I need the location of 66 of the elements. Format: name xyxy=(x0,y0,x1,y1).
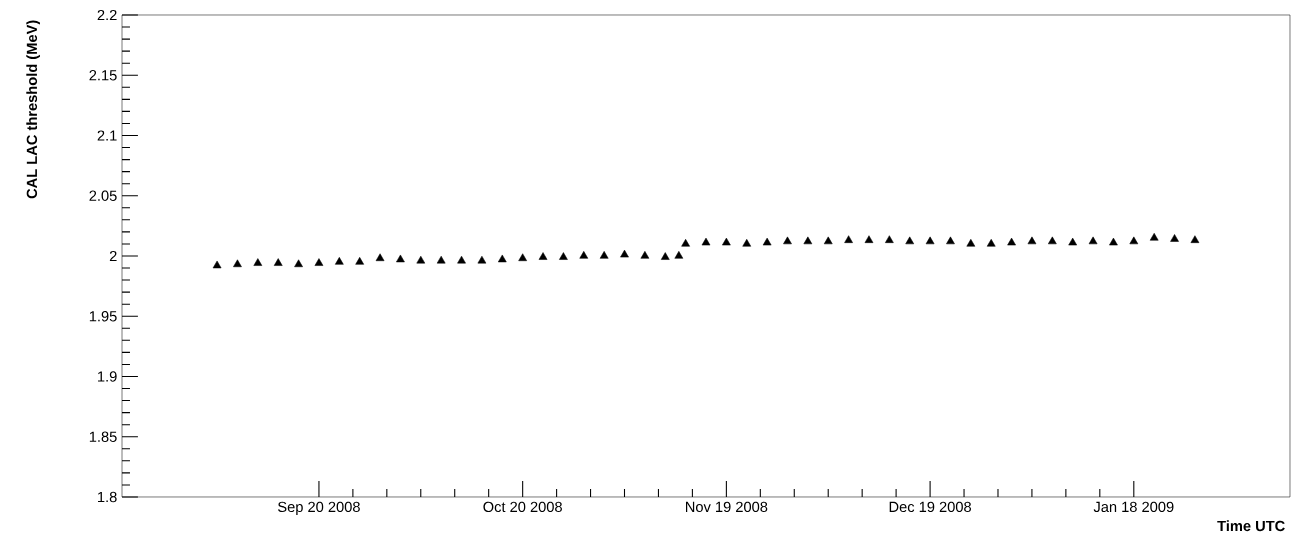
point xyxy=(803,236,813,245)
y-tick-label: 1.8 xyxy=(98,491,117,503)
point xyxy=(457,255,466,264)
x-axis-title: Time UTC xyxy=(1217,520,1285,532)
point xyxy=(966,239,976,247)
y-axis-title: CAL LAC threshold (MeV) xyxy=(26,20,40,199)
point xyxy=(579,251,589,259)
point xyxy=(762,237,772,246)
point xyxy=(1170,234,1179,242)
point xyxy=(436,255,446,264)
point xyxy=(1048,236,1057,245)
point xyxy=(674,251,684,259)
point xyxy=(823,236,833,245)
point xyxy=(375,253,385,261)
point xyxy=(681,239,690,247)
point xyxy=(701,237,711,246)
point xyxy=(660,252,670,260)
point xyxy=(538,252,548,260)
point xyxy=(212,260,222,269)
point xyxy=(1109,237,1118,246)
point xyxy=(1149,232,1159,241)
point xyxy=(1027,236,1037,245)
point xyxy=(783,236,792,245)
point xyxy=(885,235,894,243)
point xyxy=(335,257,344,265)
point xyxy=(905,236,915,245)
point xyxy=(620,249,629,258)
point xyxy=(1129,236,1139,245)
point xyxy=(844,235,853,243)
x-tick-label: Sep 20 2008 xyxy=(278,501,360,515)
point xyxy=(1088,236,1098,245)
x-tick-label: Nov 19 2008 xyxy=(686,501,768,513)
point xyxy=(314,258,324,266)
x-tick-label: Dec 19 2008 xyxy=(889,501,971,513)
point xyxy=(742,239,752,247)
point xyxy=(355,257,364,265)
point xyxy=(416,255,426,264)
point xyxy=(477,255,487,264)
y-tick-label: 2.15 xyxy=(89,70,117,81)
point xyxy=(559,252,568,260)
point xyxy=(946,236,955,245)
point xyxy=(253,258,263,266)
x-tick-label: Jan 18 2009 xyxy=(1093,501,1174,513)
y-tick-label: 2 xyxy=(109,250,117,262)
point xyxy=(518,253,527,261)
y-tick-label: 1.95 xyxy=(89,311,117,322)
point xyxy=(599,251,609,259)
y-tick-label: 2.1 xyxy=(97,130,117,141)
point xyxy=(640,251,650,259)
point xyxy=(986,239,996,247)
point xyxy=(1190,235,1200,243)
point xyxy=(497,254,507,263)
point xyxy=(396,254,405,263)
y-tick-label: 2.05 xyxy=(89,190,117,201)
point xyxy=(233,259,242,268)
point xyxy=(1068,237,1078,246)
point xyxy=(925,236,935,245)
point xyxy=(864,235,874,243)
point xyxy=(294,259,303,268)
point xyxy=(273,258,283,266)
y-tick-label: 2.2 xyxy=(97,9,117,21)
point xyxy=(1007,237,1016,246)
x-tick-label: Oct 20 2008 xyxy=(483,501,562,513)
point xyxy=(722,237,731,246)
y-tick-label: 1.85 xyxy=(89,431,117,442)
y-tick-label: 1.9 xyxy=(98,371,117,382)
